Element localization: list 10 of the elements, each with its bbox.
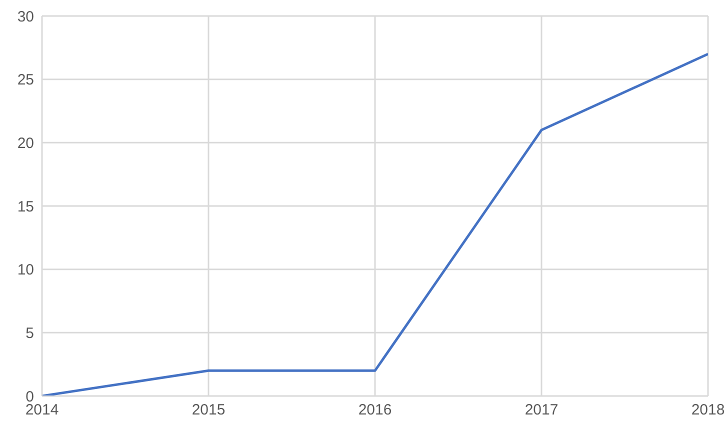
y-tick-label: 15	[17, 198, 34, 216]
x-tick-label: 2017	[524, 402, 558, 419]
y-tick-label: 10	[17, 262, 34, 279]
y-tick-label: 30	[17, 8, 34, 26]
x-tick-label: 2016	[358, 402, 392, 419]
y-tick-label: 5	[26, 324, 34, 342]
y-tick-label: 25	[17, 72, 34, 89]
x-tick-label: 2015	[192, 402, 226, 419]
y-tick-label: 20	[17, 134, 34, 152]
x-tick-label: 2018	[691, 402, 725, 419]
